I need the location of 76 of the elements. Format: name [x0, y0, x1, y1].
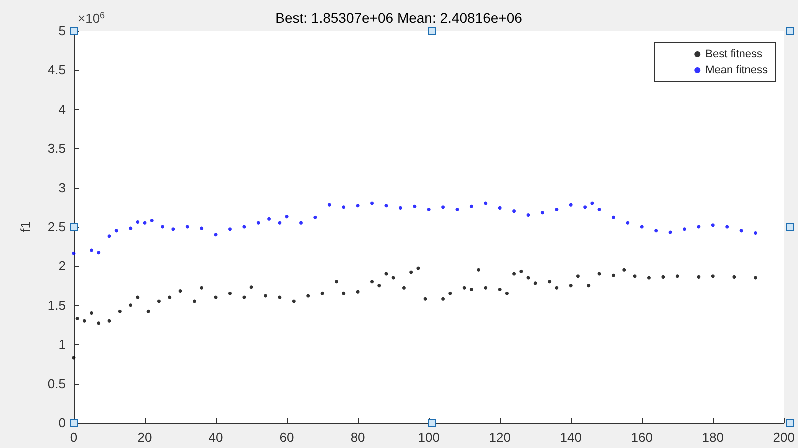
- point: [682, 228, 686, 232]
- point: [640, 225, 644, 229]
- x-tick-label: 200: [773, 430, 796, 445]
- point: [711, 224, 715, 228]
- y-tick-label: 4: [58, 102, 66, 117]
- point: [356, 204, 360, 208]
- y-tick-label: 3.5: [48, 141, 66, 156]
- point: [456, 208, 460, 212]
- point: [754, 232, 758, 236]
- point: [526, 213, 530, 217]
- point: [136, 220, 140, 224]
- point: [555, 208, 559, 212]
- point: [328, 203, 332, 207]
- point: [740, 229, 744, 233]
- x-tick-label: 80: [350, 430, 366, 445]
- point: [256, 221, 260, 225]
- point: [598, 208, 602, 212]
- x-tick-label: 100: [418, 430, 440, 445]
- point: [97, 251, 101, 255]
- y-tick-label: 1.5: [48, 298, 66, 313]
- point: [484, 202, 488, 206]
- y-tick-label: 2.5: [48, 220, 66, 234]
- point: [90, 248, 94, 252]
- y-tick-label: 1: [58, 337, 66, 352]
- point: [172, 228, 176, 232]
- y-tick-label: 4.5: [48, 62, 66, 78]
- x-tick-label: 20: [138, 430, 152, 445]
- point: [150, 218, 154, 222]
- point: [726, 225, 730, 229]
- y-tick-label: 5: [58, 24, 66, 38]
- point: [590, 202, 594, 206]
- point: [584, 206, 588, 210]
- y-tick-label: 0: [58, 416, 66, 430]
- x-tick-label: 60: [280, 430, 294, 445]
- point: [285, 215, 289, 219]
- point: [654, 229, 658, 233]
- y-axis-title: f1: [18, 222, 33, 232]
- chart-title: Best: 1.85307e+06 Mean: 2.40816e+06: [276, 10, 523, 26]
- point: [114, 229, 118, 233]
- point: [72, 252, 76, 256]
- point: [413, 204, 417, 208]
- legend-label: Best fitness: [706, 48, 763, 60]
- point: [498, 206, 502, 210]
- legend-label: Mean fitness: [706, 64, 768, 76]
- x-tick-label: 40: [208, 430, 224, 445]
- point: [161, 225, 165, 229]
- point: [214, 233, 218, 237]
- x-tick-label: 180: [702, 430, 724, 445]
- point: [398, 206, 402, 210]
- point: [200, 226, 204, 230]
- point: [300, 221, 303, 225]
- point: [384, 204, 388, 208]
- point: [129, 226, 133, 230]
- y-tick-label: 2: [58, 258, 66, 274]
- point: [342, 206, 346, 210]
- x-tick-label: 160: [631, 430, 653, 445]
- point: [470, 204, 474, 208]
- point: [314, 216, 318, 220]
- point: [186, 225, 190, 229]
- point: [427, 208, 431, 212]
- point: [612, 216, 616, 220]
- x-tick-label: 140: [560, 430, 582, 445]
- y-tick-label: 0.5: [48, 376, 66, 392]
- point: [228, 228, 232, 232]
- point: [569, 203, 573, 207]
- point: [268, 217, 272, 221]
- point: [442, 206, 446, 210]
- x-tick-label: 120: [489, 430, 511, 445]
- point: [626, 221, 630, 225]
- point: [512, 210, 516, 214]
- point: [278, 221, 282, 225]
- point: [540, 211, 544, 215]
- point: [108, 234, 112, 238]
- x-tick-label: 0: [70, 430, 78, 445]
- y-tick-label: 3: [58, 180, 66, 196]
- point: [370, 202, 374, 206]
